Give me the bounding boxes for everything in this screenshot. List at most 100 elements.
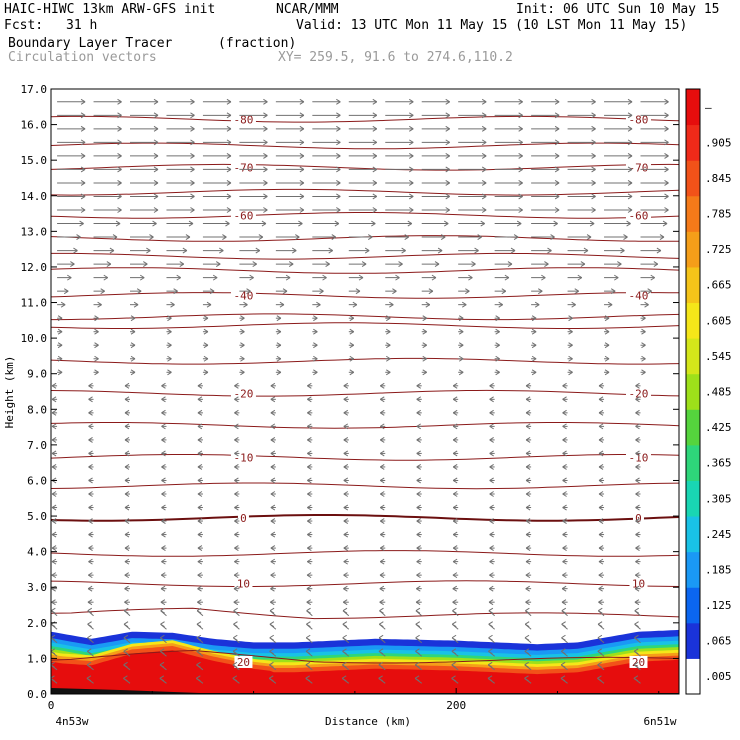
wind-vector-head: [488, 634, 493, 641]
contour-label-bg: [625, 451, 651, 464]
wind-vector-head: [525, 504, 531, 511]
wind-vector-head: [598, 545, 604, 552]
wind-vector-head: [215, 261, 221, 268]
wind-vector-head: [635, 409, 640, 416]
wind-vector-head: [234, 436, 239, 443]
wind-vector-head: [408, 112, 414, 119]
wind-vector-head: [269, 607, 275, 614]
wind-vector-head: [197, 504, 203, 511]
wind-vector-head: [518, 98, 523, 105]
wind-vector-head: [233, 572, 239, 579]
wind-vector-head: [379, 436, 385, 443]
wind-vector-head: [270, 585, 275, 592]
wind-vector-head: [306, 585, 312, 592]
wind-vector-head: [379, 599, 384, 606]
wind-vector-head: [487, 661, 493, 668]
wind-vector-head: [226, 207, 232, 213]
wind-vector-head: [342, 599, 348, 606]
wind-vector-head: [160, 607, 165, 614]
wind-vector-head: [378, 648, 384, 655]
wind-vector-head: [437, 247, 443, 254]
wind-vector-head: [288, 261, 294, 268]
wind-vector-head: [626, 220, 631, 227]
wind-vector-head: [635, 504, 640, 511]
wind-vector-head: [197, 599, 202, 606]
wind-vector-head: [531, 342, 537, 349]
wind-vector-head: [458, 355, 464, 362]
wind-vector-head: [124, 599, 129, 606]
wind-vector-head: [87, 599, 93, 606]
wind-vector-head: [307, 450, 312, 457]
wind-vector-head: [343, 382, 349, 389]
wind-vector-head: [87, 634, 92, 641]
wind-vector-head: [197, 423, 203, 430]
wind-vector-head: [445, 166, 450, 173]
terrain-line: [51, 688, 679, 694]
wind-vector-head: [276, 315, 282, 322]
contour-label-left: -10: [234, 451, 254, 464]
wind-vector-head: [489, 409, 494, 416]
wind-vector-head: [525, 477, 531, 484]
wind-vector-head: [379, 423, 385, 430]
wind-vector-head: [307, 504, 312, 511]
wind-vector-head: [51, 572, 57, 579]
wind-vector-head: [452, 477, 458, 484]
wind-vector-head: [385, 342, 391, 349]
wind-vector-head: [153, 166, 159, 173]
wind-vector-head: [270, 396, 276, 403]
wind-vector-head: [591, 207, 596, 213]
wind-vector-head: [415, 661, 420, 668]
wind-vector-head: [112, 234, 118, 240]
wind-vector-head: [461, 301, 467, 308]
wind-vector-head: [203, 369, 209, 376]
wind-vector-head: [80, 98, 86, 105]
wind-vector-head: [445, 98, 450, 105]
wind-vector-head: [263, 180, 268, 186]
wind-vector-head: [51, 464, 57, 470]
wind-vector-head: [240, 315, 245, 322]
wind-vector-head: [234, 531, 239, 538]
wind-vector-head: [343, 504, 349, 511]
contour-line: [51, 267, 679, 274]
contour-label-right: -10: [629, 451, 649, 464]
contour-line: [51, 550, 679, 557]
wind-vector-head: [307, 423, 312, 430]
wind-vector-head: [234, 558, 239, 565]
wind-vector-head: [161, 450, 166, 457]
wind-vector-head: [307, 382, 312, 389]
wind-vector-head: [525, 436, 531, 443]
wind-vector-head: [458, 315, 464, 322]
colorbar-label: .005: [705, 670, 732, 683]
wind-vector-head: [378, 675, 383, 682]
wind-vector-head: [130, 369, 136, 376]
wind-vector-head: [408, 125, 414, 132]
wind-vector-head: [124, 436, 130, 443]
wind-vector-head: [305, 675, 310, 682]
wind-vector-head: [88, 572, 93, 579]
wind-vector-head: [662, 220, 668, 227]
contour-line: [51, 252, 679, 260]
circulation-vectors: [51, 98, 669, 684]
wind-vector-head: [361, 261, 367, 268]
wind-vector-head: [598, 436, 604, 443]
colorbar-label: .785: [705, 208, 732, 221]
wind-vector-head: [299, 207, 305, 213]
wind-vector-head: [161, 545, 166, 552]
contour-label-right: -70: [629, 161, 649, 174]
wind-vector-head: [182, 247, 188, 254]
wind-vector-head: [196, 675, 201, 682]
wind-vector-head: [598, 477, 604, 484]
wind-vector-head: [422, 342, 427, 349]
wind-vector-head: [488, 607, 494, 614]
contour-line: [51, 313, 679, 321]
wind-vector-head: [488, 599, 494, 606]
wind-vector-head: [270, 531, 276, 538]
contour-label-right: 10: [632, 578, 645, 591]
wind-vector-head: [306, 558, 312, 565]
colorbar-label: .725: [705, 243, 732, 256]
wind-vector-head: [664, 166, 669, 173]
wind-vector-head: [634, 607, 640, 614]
forecast-label: Fcst:: [4, 18, 44, 33]
wind-vector-head: [103, 274, 109, 281]
wind-vector-head: [489, 464, 494, 470]
